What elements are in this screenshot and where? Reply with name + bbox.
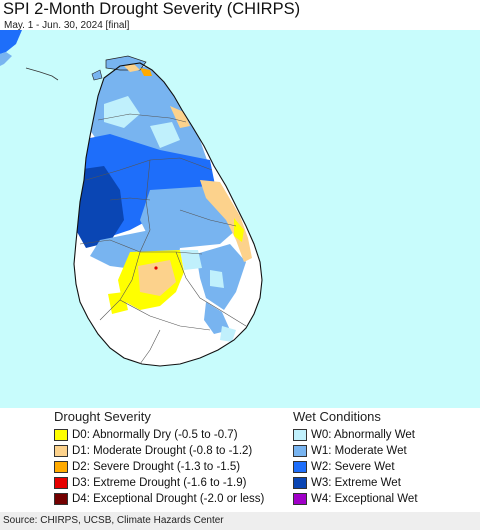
swatch-d2: [54, 461, 68, 473]
swatch-w3: [293, 477, 307, 489]
legend-label-w2: W2: Severe Wet: [311, 461, 395, 473]
legend-item-w0: W0: Abnormally Wet: [293, 427, 418, 443]
island-outline: [73, 62, 263, 367]
legend-item-d1: D1: Moderate Drought (-0.8 to -1.2): [54, 443, 264, 459]
swatch-d3: [54, 477, 68, 489]
north-island: [91, 69, 103, 81]
source-credit: Source: CHIRPS, UCSB, Climate Hazards Ce…: [0, 512, 480, 530]
legend-label-w4: W4: Exceptional Wet: [311, 493, 418, 505]
drought-legend-title: Drought Severity: [54, 409, 151, 424]
legend-label-d0: D0: Abnormally Dry (-0.5 to -0.7): [72, 429, 238, 441]
swatch-d0: [54, 429, 68, 441]
india-coast-wet: [0, 30, 22, 54]
legend-item-d2: D2: Severe Drought (-1.3 to -1.5): [54, 459, 264, 475]
legend-label-d4: D4: Exceptional Drought (-2.0 or less): [72, 493, 265, 505]
drought-legend: Drought Severity D0: Abnormally Dry (-0.…: [54, 408, 264, 507]
legend-label-w3: W3: Extreme Wet: [311, 477, 401, 489]
legend-label-w0: W0: Abnormally Wet: [311, 429, 415, 441]
legend-label-d2: D2: Severe Drought (-1.3 to -1.5): [72, 461, 241, 473]
island-land: [74, 63, 262, 366]
india-coast-moderate: [0, 52, 12, 66]
wet-legend: Wet Conditions W0: Abnormally Wet W1: Mo…: [293, 408, 418, 507]
wet-legend-title: Wet Conditions: [293, 409, 381, 424]
map-area[interactable]: [0, 30, 480, 408]
swatch-d4: [54, 493, 68, 505]
legend-item-d4: D4: Exceptional Drought (-2.0 or less): [54, 491, 264, 507]
jaffna-severe-patch: [140, 68, 152, 76]
legend-label-d3: D3: Extreme Drought (-1.6 to -1.9): [72, 477, 247, 489]
jaffna-dry-patch: [124, 64, 140, 72]
adams-bridge: [25, 67, 59, 81]
legend-item-d0: D0: Abnormally Dry (-0.5 to -0.7): [54, 427, 264, 443]
map-subtitle: May. 1 - Jun. 30, 2024 [final]: [4, 20, 130, 31]
legend-item-w1: W1: Moderate Wet: [293, 443, 418, 459]
map-title: SPI 2-Month Drought Severity (CHIRPS): [3, 0, 301, 18]
province-boundaries: [79, 113, 247, 365]
legend-item-w2: W2: Severe Wet: [293, 459, 418, 475]
swatch-w1: [293, 445, 307, 457]
legend-item-d3: D3: Extreme Drought (-1.6 to -1.9): [54, 475, 264, 491]
legend-item-w4: W4: Exceptional Wet: [293, 491, 418, 507]
legend: Drought Severity D0: Abnormally Dry (-0.…: [0, 408, 480, 512]
legend-label-w1: W1: Moderate Wet: [311, 445, 407, 457]
drought-map[interactable]: [0, 30, 480, 408]
swatch-w4: [293, 493, 307, 505]
swatch-d1: [54, 445, 68, 457]
swatch-w2: [293, 461, 307, 473]
legend-label-d1: D1: Moderate Drought (-0.8 to -1.2): [72, 445, 253, 457]
swatch-w0: [293, 429, 307, 441]
legend-item-w3: W3: Extreme Wet: [293, 475, 418, 491]
